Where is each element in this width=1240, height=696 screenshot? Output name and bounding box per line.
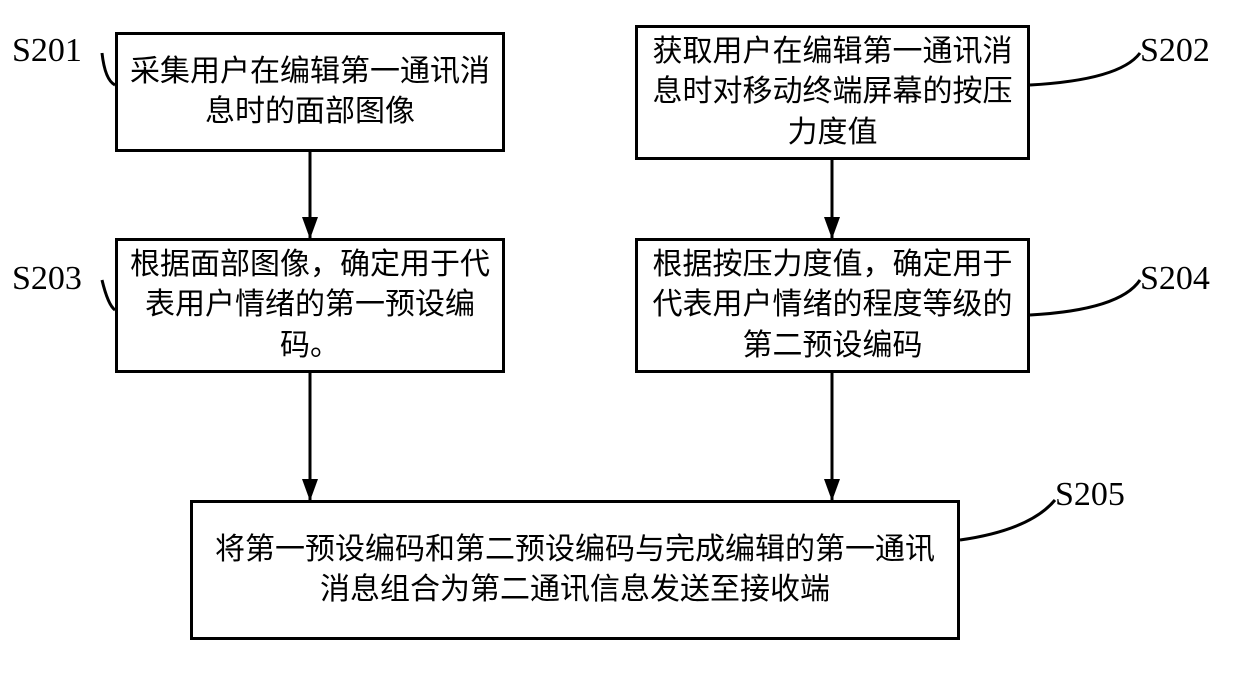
- flow-box-s202: 获取用户在编辑第一通讯消息时对移动终端屏幕的按压力度值: [635, 25, 1030, 160]
- step-label-s203: S203: [12, 260, 82, 298]
- flow-box-s202-text: 获取用户在编辑第一通讯消息时对移动终端屏幕的按压力度值: [650, 32, 1015, 154]
- flow-box-s203-text: 根据面部图像，确定用于代表用户情绪的第一预设编码。: [130, 245, 490, 367]
- flow-box-s204-text: 根据按压力度值，确定用于代表用户情绪的程度等级的第二预设编码: [650, 245, 1015, 367]
- flow-box-s203: 根据面部图像，确定用于代表用户情绪的第一预设编码。: [115, 238, 505, 373]
- step-label-s204: S204: [1140, 260, 1210, 298]
- flow-box-s205: 将第一预设编码和第二预设编码与完成编辑的第一通讯消息组合为第二通讯信息发送至接收…: [190, 500, 960, 640]
- flow-box-s201-text: 采集用户在编辑第一通讯消息时的面部图像: [130, 52, 490, 133]
- flow-box-s205-text: 将第一预设编码和第二预设编码与完成编辑的第一通讯消息组合为第二通讯信息发送至接收…: [205, 530, 945, 611]
- flow-box-s201: 采集用户在编辑第一通讯消息时的面部图像: [115, 32, 505, 152]
- step-label-s205: S205: [1055, 476, 1125, 514]
- step-label-s201: S201: [12, 32, 82, 70]
- step-label-s202: S202: [1140, 32, 1210, 70]
- flow-box-s204: 根据按压力度值，确定用于代表用户情绪的程度等级的第二预设编码: [635, 238, 1030, 373]
